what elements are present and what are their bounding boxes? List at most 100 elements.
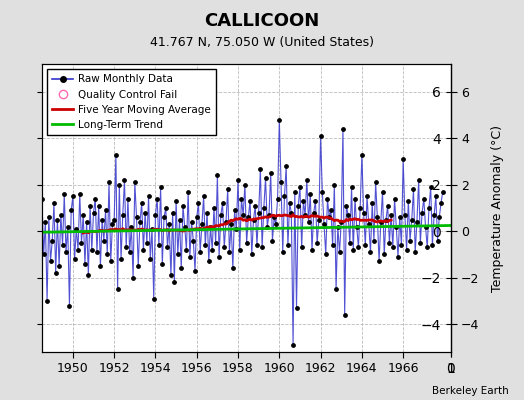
- Point: [329, 242, 337, 248]
- Point: [404, 198, 412, 204]
- Point: [437, 200, 445, 206]
- Point: [145, 193, 153, 200]
- Point: [121, 177, 129, 183]
- Point: [361, 242, 369, 248]
- Point: [299, 198, 308, 204]
- Point: [32, 282, 41, 288]
- Point: [282, 163, 290, 169]
- Point: [96, 263, 105, 269]
- Point: [313, 240, 321, 246]
- Point: [349, 247, 357, 253]
- Point: [253, 242, 261, 248]
- Point: [423, 244, 431, 251]
- Point: [368, 200, 376, 206]
- Point: [433, 237, 442, 244]
- Point: [222, 219, 230, 225]
- Point: [294, 202, 302, 209]
- Point: [323, 196, 332, 202]
- Point: [41, 219, 50, 225]
- Point: [425, 205, 433, 211]
- Point: [308, 247, 316, 253]
- Point: [370, 237, 378, 244]
- Point: [292, 305, 301, 311]
- Point: [228, 265, 237, 272]
- Point: [234, 177, 242, 183]
- Point: [261, 175, 270, 181]
- Point: [157, 184, 165, 190]
- Point: [337, 219, 345, 225]
- Point: [168, 210, 177, 216]
- Point: [136, 219, 144, 225]
- Point: [206, 223, 215, 230]
- Point: [365, 221, 373, 228]
- Point: [125, 249, 134, 255]
- Point: [320, 221, 328, 228]
- Point: [115, 182, 124, 188]
- Point: [432, 193, 440, 200]
- Point: [29, 242, 38, 248]
- Point: [189, 237, 198, 244]
- Point: [182, 247, 191, 253]
- Point: [283, 242, 292, 248]
- Point: [112, 151, 120, 158]
- Text: 41.767 N, 75.050 W (United States): 41.767 N, 75.050 W (United States): [150, 36, 374, 49]
- Point: [385, 240, 394, 246]
- Point: [380, 251, 388, 258]
- Point: [274, 196, 282, 202]
- Point: [259, 205, 268, 211]
- Point: [151, 212, 160, 218]
- Point: [161, 205, 170, 211]
- Point: [219, 200, 227, 206]
- Point: [34, 210, 42, 216]
- Point: [236, 247, 244, 253]
- Point: [137, 200, 146, 206]
- Point: [301, 212, 309, 218]
- Point: [268, 237, 277, 244]
- Point: [79, 212, 88, 218]
- Point: [315, 216, 323, 223]
- Point: [69, 193, 77, 200]
- Point: [66, 302, 74, 309]
- Point: [208, 247, 216, 253]
- Point: [179, 202, 187, 209]
- Point: [327, 207, 335, 214]
- Point: [296, 184, 304, 190]
- Point: [384, 202, 392, 209]
- Point: [411, 249, 419, 255]
- Point: [91, 196, 100, 202]
- Point: [188, 219, 196, 225]
- Point: [342, 202, 351, 209]
- Point: [366, 249, 375, 255]
- Point: [354, 244, 363, 251]
- Point: [225, 249, 234, 255]
- Point: [248, 251, 256, 258]
- Point: [58, 242, 67, 248]
- Point: [344, 212, 352, 218]
- Point: [351, 196, 359, 202]
- Point: [414, 177, 423, 183]
- Point: [325, 214, 333, 220]
- Point: [246, 198, 254, 204]
- Point: [390, 196, 399, 202]
- Point: [93, 249, 101, 255]
- Point: [173, 251, 182, 258]
- Point: [213, 172, 222, 179]
- Point: [358, 151, 366, 158]
- Point: [51, 270, 60, 276]
- Point: [406, 237, 414, 244]
- Point: [67, 207, 75, 214]
- Point: [289, 342, 297, 348]
- Point: [356, 205, 364, 211]
- Point: [430, 212, 438, 218]
- Point: [332, 286, 340, 292]
- Point: [176, 216, 184, 223]
- Point: [382, 216, 390, 223]
- Point: [359, 210, 368, 216]
- Point: [291, 188, 299, 195]
- Point: [101, 207, 110, 214]
- Text: Berkeley Earth: Berkeley Earth: [432, 386, 508, 396]
- Point: [255, 210, 263, 216]
- Point: [204, 258, 213, 265]
- Point: [130, 179, 139, 186]
- Point: [265, 212, 273, 218]
